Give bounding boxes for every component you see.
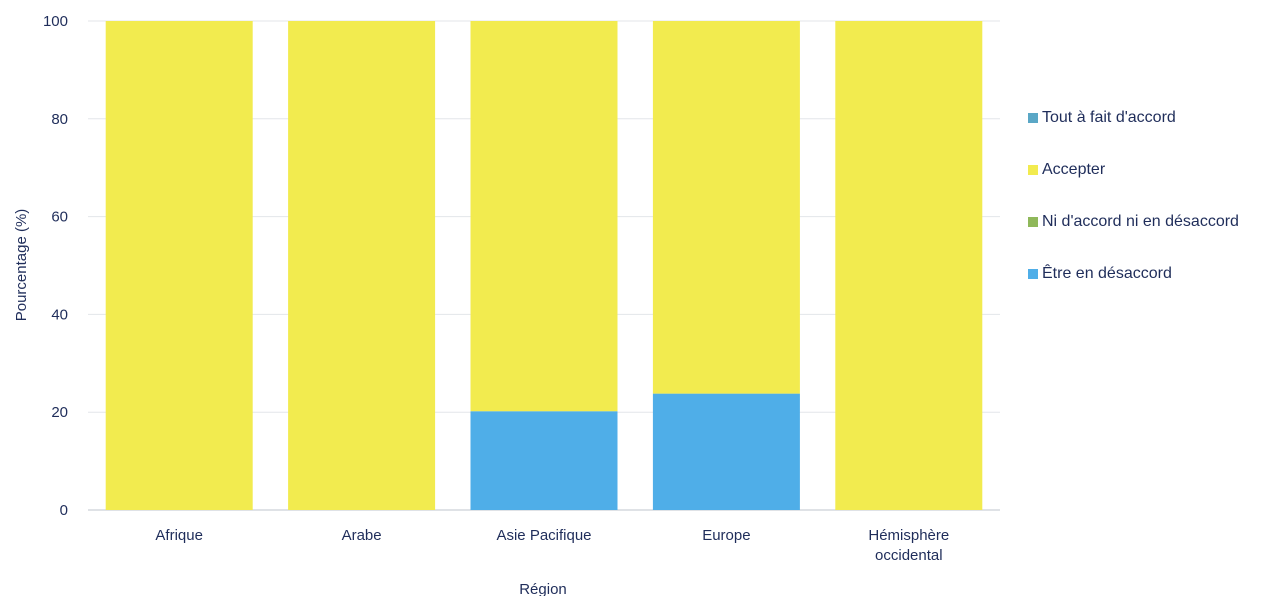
legend-item: Accepter — [1028, 160, 1264, 180]
bars — [105, 21, 983, 510]
y-tick-label: 60 — [51, 209, 68, 226]
x-tick-label: Europe — [702, 527, 750, 544]
y-axis-ticks: 0 20 40 60 80 100 — [43, 13, 68, 519]
legend-swatch — [1028, 165, 1038, 175]
x-tick-label: Asie Pacifique — [496, 527, 591, 544]
y-tick-label: 20 — [51, 404, 68, 421]
legend-item: Tout à fait d'accord — [1028, 108, 1264, 128]
legend-item: Ni d'accord ni en désaccord — [1028, 212, 1264, 232]
x-tick-label: Arabe — [342, 527, 382, 544]
legend-swatch — [1028, 217, 1038, 227]
y-axis-title: Pourcentage (%) — [13, 209, 30, 322]
legend-label: Être en désaccord — [1042, 265, 1172, 282]
y-tick-label: 80 — [51, 111, 68, 128]
bar-segment — [470, 21, 618, 412]
legend-label: Ni d'accord ni en désaccord — [1042, 213, 1239, 230]
legend-item: Être en désaccord — [1028, 264, 1264, 284]
legend: Tout à fait d'accord Accepter Ni d'accord … — [1028, 108, 1264, 316]
x-tick-label: occidental — [875, 547, 943, 564]
y-tick-label: 0 — [60, 502, 68, 519]
bar-segment — [652, 21, 800, 394]
bar-segment — [652, 393, 800, 510]
y-tick-label: 100 — [43, 13, 68, 30]
bar-segment — [288, 21, 436, 510]
x-tick-label: Afrique — [155, 527, 203, 544]
bar-segment — [470, 411, 618, 510]
bar-segment — [835, 21, 983, 510]
y-tick-label: 40 — [51, 306, 68, 323]
x-axis-ticks: Afrique Arabe Asie Pacifique Europe Hémisphè… — [155, 527, 949, 564]
x-axis-title: Région — [519, 581, 567, 596]
legend-swatch — [1028, 269, 1038, 279]
legend-swatch — [1028, 113, 1038, 123]
legend-label: Tout à fait d'accord — [1042, 109, 1176, 126]
x-tick-label: Hémisphère — [868, 527, 949, 544]
bar-segment — [105, 21, 253, 510]
legend-label: Accepter — [1042, 161, 1106, 178]
